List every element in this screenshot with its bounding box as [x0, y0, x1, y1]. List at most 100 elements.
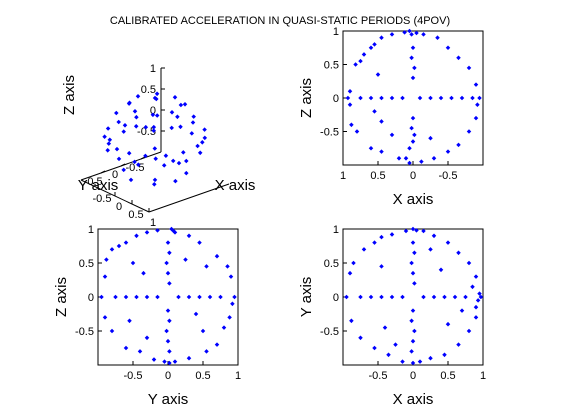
3d-point: [189, 131, 195, 136]
pxy-point: [445, 321, 451, 327]
x-tick-label: 0: [410, 170, 416, 182]
pxy-point: [428, 247, 433, 252]
3d-z-tick-label: 1: [150, 63, 156, 75]
pxz-point: [372, 109, 377, 114]
pxy-point: [358, 335, 363, 341]
3d-z-tick-label: -0.5: [137, 126, 156, 138]
pyz-point: [104, 257, 109, 262]
3d-z-tick-label: 0: [150, 105, 156, 117]
pxz-point: [473, 115, 479, 121]
3d-point: [200, 140, 205, 145]
pxz-point: [470, 95, 475, 101]
3d-point: [163, 153, 169, 158]
pxz-point: [477, 95, 482, 101]
pxy-point: [351, 260, 356, 266]
pxz-point: [473, 82, 479, 87]
pxz-point: [459, 95, 465, 101]
pxz-point: [409, 125, 414, 131]
x-tick-label: 1: [235, 370, 241, 382]
pxy-point: [473, 315, 479, 320]
pxz-point: [407, 28, 412, 34]
3d-axes-box: -0.500.510.50-0.510.50-0.5: [80, 63, 230, 229]
pxz-point: [368, 95, 374, 101]
pxy-point: [473, 304, 479, 310]
y-tick-label: -0.5: [75, 326, 94, 338]
3d-point: [202, 127, 207, 132]
3d-point: [133, 124, 139, 129]
3d-x-tick-label: 0: [116, 201, 122, 213]
3d-point: [154, 113, 160, 118]
pyz-point: [186, 294, 192, 300]
3d-x-tick-label: 0.5: [128, 209, 143, 221]
pxy-point: [400, 359, 405, 364]
x-tick-label: -0.5: [439, 170, 458, 182]
pxy-point: [470, 284, 475, 290]
pxy-point: [349, 318, 354, 324]
pyz-point: [232, 294, 237, 300]
pxz-point: [347, 89, 353, 94]
pxy-point: [344, 294, 349, 300]
pxy-point: [389, 294, 395, 300]
xy-ticks: -0.5 0 0.5 1 1 0.5 0 -0.5: [320, 224, 486, 382]
x-tick-label: 0: [410, 370, 416, 382]
y-tick-label: 1: [333, 224, 339, 236]
y-tick-label: 0: [333, 292, 339, 304]
pxz-point: [368, 45, 374, 51]
pyz-point: [218, 294, 223, 300]
3d-point: [121, 129, 126, 134]
pyz-point: [207, 294, 213, 300]
pxy-point: [478, 294, 484, 300]
3d-point: [181, 150, 186, 155]
pxy-point: [368, 294, 374, 300]
panel-3d-scatter: -0.500.510.50-0.510.50-0.5 Z axis Y axis…: [61, 63, 255, 229]
pxy-point: [410, 270, 416, 276]
pxz-point: [445, 45, 451, 51]
3d-point: [134, 114, 139, 120]
y-tick-label: -0.5: [320, 127, 339, 139]
3d-point: [173, 178, 178, 184]
pxy-point: [400, 294, 405, 300]
3d-point: [121, 167, 126, 173]
pxz-point: [409, 32, 414, 37]
3d-point: [127, 100, 132, 106]
y-tick-label: -0.5: [320, 326, 339, 338]
pxy-point: [372, 240, 377, 245]
pyz-point: [109, 328, 115, 334]
pyz-point: [155, 294, 160, 300]
pyz-point: [197, 294, 202, 300]
3d-x-tick-label: 1: [150, 217, 156, 229]
pxy-point: [372, 345, 377, 351]
pxy-point: [347, 270, 353, 276]
pxz-point: [353, 62, 358, 67]
pyz-point: [183, 257, 188, 262]
pyz-point: [165, 308, 171, 313]
pxz-point: [466, 129, 472, 134]
3d-point: [175, 114, 180, 120]
pyz-point: [167, 318, 172, 324]
pyz-point: [186, 355, 192, 361]
pxy-point: [410, 308, 416, 313]
pxz-point: [361, 52, 367, 57]
pxy-point: [452, 294, 458, 300]
pyz-point: [141, 270, 146, 276]
pxz-point: [435, 35, 440, 40]
3d-point: [184, 170, 189, 176]
pxz-point: [428, 135, 433, 141]
pxy-point: [361, 247, 367, 252]
3d-point: [128, 177, 134, 183]
3d-point: [122, 123, 128, 128]
3d-y-axis-line-right: [148, 183, 230, 213]
pyz-point: [116, 243, 122, 249]
pyz-point: [144, 335, 150, 341]
pxz-point: [345, 95, 351, 101]
pyz-point: [172, 359, 178, 364]
pxy-point: [410, 240, 416, 245]
pxy-point: [410, 338, 416, 344]
pxy-point: [389, 232, 395, 237]
pxy-point: [409, 318, 414, 324]
pyz-point: [134, 233, 139, 239]
pxy-point: [410, 360, 416, 366]
pxy-point: [463, 294, 468, 300]
pxz-point: [375, 72, 381, 77]
